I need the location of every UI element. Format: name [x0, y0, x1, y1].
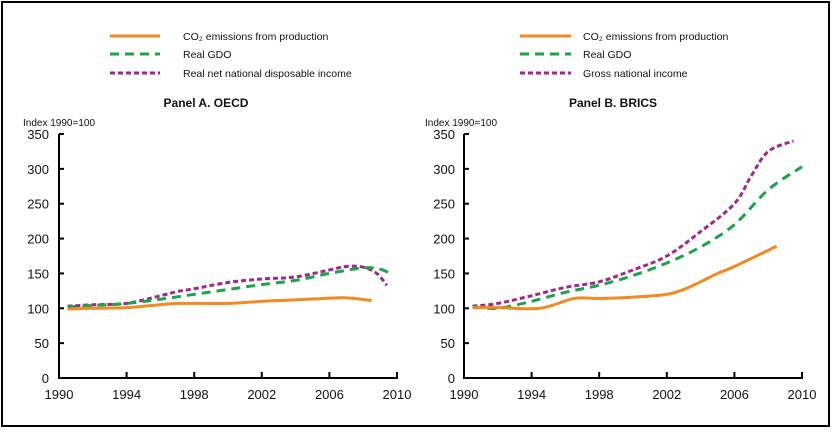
legend-label-gdp: Real GDO [183, 49, 231, 61]
legend-label-co2: CO₂ emissions from production [183, 31, 328, 43]
figure-frame [1, 1, 830, 427]
panel-a: CO₂ emissions from production Real GDO Rea… [23, 31, 411, 402]
y-axis-label: Index 1990=100 [23, 118, 95, 129]
x-tick-label: 2006 [315, 387, 344, 402]
y-tick-label: 200 [27, 232, 49, 247]
x-tick-label: 2006 [720, 387, 749, 402]
legend-label-gdp: Real GDO [583, 49, 631, 61]
x-tick-label: 2010 [383, 387, 412, 402]
y-tick-label: 150 [433, 266, 455, 281]
x-tick-label: 2002 [652, 387, 681, 402]
series-line-gdp [67, 266, 391, 309]
y-tick-label: 150 [27, 266, 49, 281]
y-tick-label: 0 [42, 371, 49, 386]
series-line-co2 [472, 244, 778, 311]
y-tick-label: 100 [27, 301, 49, 316]
panel-title: Panel A. OECD [164, 96, 249, 110]
legend-label-co2: CO₂ emissions from production [583, 31, 728, 43]
x-tick-label: 1998 [585, 387, 614, 402]
y-tick-label: 50 [441, 336, 455, 351]
x-tick-label: 1990 [450, 387, 479, 402]
y-tick-label: 300 [433, 162, 455, 177]
y-tick-label: 0 [448, 371, 455, 386]
panel-title: Panel B. BRICS [569, 96, 657, 110]
x-tick-label: 1994 [517, 387, 546, 402]
y-tick-label: 250 [433, 197, 455, 212]
legend-label-income: Real net national disposable income [183, 68, 352, 80]
y-axis-label: Index 1990=100 [425, 118, 497, 129]
x-tick-label: 2010 [788, 387, 817, 402]
x-tick-label: 1998 [180, 387, 209, 402]
series-line-co2 [67, 296, 372, 311]
y-tick-label: 350 [27, 127, 49, 142]
y-tick-label: 350 [433, 127, 455, 142]
panel-b: CO₂ emissions from production Real GDO Gro… [425, 31, 816, 402]
y-tick-label: 200 [433, 232, 455, 247]
series-line-income [67, 264, 389, 308]
y-tick-label: 300 [27, 162, 49, 177]
legend-label-income: Gross national income [583, 68, 688, 80]
x-tick-label: 1994 [112, 387, 141, 402]
y-tick-label: 250 [27, 197, 49, 212]
x-tick-label: 1990 [45, 387, 74, 402]
y-tick-label: 100 [433, 301, 455, 316]
y-tick-label: 50 [35, 336, 49, 351]
series-line-income [472, 139, 795, 308]
series-line-gdp [472, 165, 803, 311]
x-tick-label: 2002 [247, 387, 276, 402]
